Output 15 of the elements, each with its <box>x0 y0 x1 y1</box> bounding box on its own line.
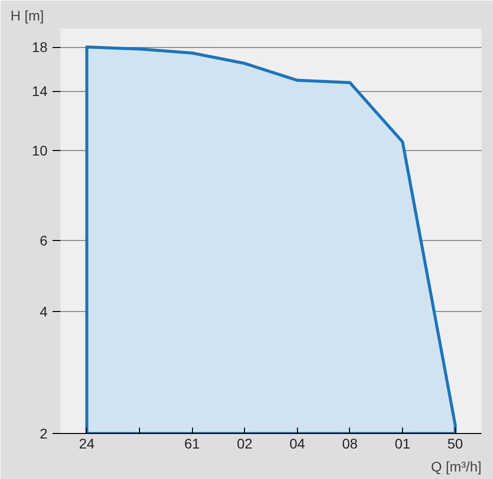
x-axis-title: Q [m³/h] <box>430 458 482 474</box>
y-tick-label: 4 <box>40 304 48 320</box>
y-tick-label: 2 <box>40 426 48 442</box>
x-tick-label: 50 <box>447 436 464 452</box>
y-tick-label: 6 <box>40 232 48 248</box>
x-tick-label: 08 <box>342 436 358 452</box>
x-tick-label: 04 <box>290 436 306 452</box>
x-tick-label: 24 <box>79 436 95 452</box>
x-tick-label: 01 <box>394 436 411 452</box>
x-tick-label: 02 <box>236 436 253 452</box>
y-tick-label: 14 <box>32 83 48 100</box>
x-tick-label: 61 <box>184 436 200 452</box>
y-axis-title: H [m] <box>10 8 44 24</box>
y-tick-label: 18 <box>32 39 48 56</box>
y-tick-label: 10 <box>32 142 48 158</box>
